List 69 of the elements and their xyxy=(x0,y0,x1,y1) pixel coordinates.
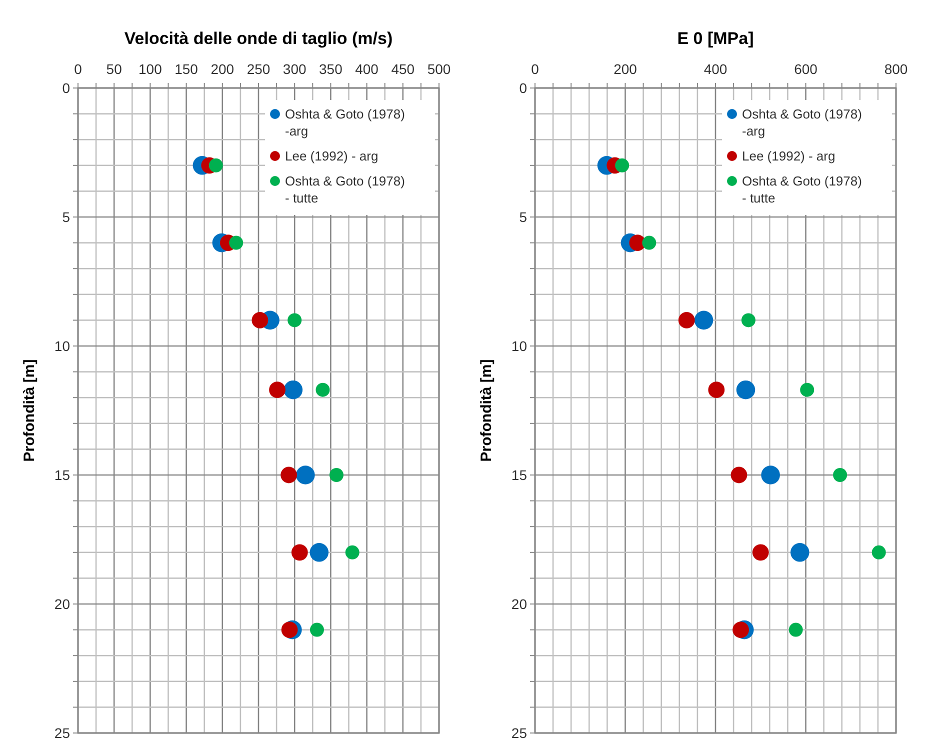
x-tick-label: 250 xyxy=(246,61,270,77)
point xyxy=(872,545,886,560)
point xyxy=(615,158,630,172)
y-tick-label: 10 xyxy=(511,338,528,354)
point xyxy=(790,543,810,562)
y-tick-label: 5 xyxy=(519,208,528,225)
legend-label: Oshta & Goto (1978) -arg xyxy=(285,106,405,139)
point xyxy=(345,545,360,560)
x-tick-label: 400 xyxy=(704,61,728,77)
x-tick-label: 400 xyxy=(355,61,379,77)
point xyxy=(730,466,748,484)
legend-label: Oshta & Goto (1978) - tutte xyxy=(285,174,405,206)
point xyxy=(288,313,302,328)
point xyxy=(310,622,324,637)
chart-title: E 0 [MPa] xyxy=(677,29,754,48)
x-tick-label: 600 xyxy=(794,61,818,77)
y-tick-label: 20 xyxy=(54,596,70,612)
y-tick-label: 0 xyxy=(62,80,70,96)
y-tick-label: 15 xyxy=(54,466,70,483)
point xyxy=(708,382,725,398)
legend-label: Lee (1992) - arg xyxy=(285,148,378,164)
legend-label: Oshta & Goto (1978) -arg xyxy=(742,106,862,139)
point xyxy=(694,310,714,330)
point xyxy=(229,236,244,250)
point xyxy=(741,313,756,328)
point xyxy=(280,466,298,484)
point xyxy=(761,466,780,484)
x-tick-label: 200 xyxy=(614,61,638,77)
point xyxy=(642,236,656,250)
x-tick-label: 800 xyxy=(884,61,908,77)
y-axis-title: Profondità [m] xyxy=(478,359,495,462)
point xyxy=(316,382,330,397)
y-tick-label: 15 xyxy=(511,466,528,483)
legend-label: Oshta & Goto (1978) - tutte xyxy=(742,174,862,206)
y-tick-label: 5 xyxy=(62,208,70,225)
x-tick-label: 150 xyxy=(174,61,198,77)
point xyxy=(310,543,329,562)
point xyxy=(678,312,695,328)
point xyxy=(800,382,814,397)
point xyxy=(269,382,286,398)
y-tick-label: 10 xyxy=(54,338,70,354)
x-tick-label: 450 xyxy=(391,61,415,77)
point xyxy=(284,380,303,400)
y-tick-label: 0 xyxy=(519,80,528,96)
point xyxy=(252,312,268,328)
y-tick-label: 25 xyxy=(54,724,70,741)
x-tick-label: 50 xyxy=(106,61,122,77)
y-axis-title: Profondità [m] xyxy=(21,359,38,462)
point xyxy=(291,544,308,561)
point xyxy=(788,622,803,637)
x-tick-label: 200 xyxy=(210,61,234,77)
point xyxy=(329,468,344,482)
x-tick-label: 300 xyxy=(282,61,306,77)
point xyxy=(281,622,298,638)
chart-title: Velocità delle onde di taglio (m/s) xyxy=(124,29,393,48)
x-tick-label: 500 xyxy=(427,61,451,77)
x-tick-label: 100 xyxy=(138,61,162,77)
y-tick-label: 20 xyxy=(511,596,528,612)
point xyxy=(208,158,223,172)
legend-label: Lee (1992) - arg xyxy=(742,148,836,164)
x-tick-label: 0 xyxy=(531,61,540,77)
y-tick-label: 25 xyxy=(511,724,528,741)
point xyxy=(752,544,769,561)
point xyxy=(736,380,756,400)
point xyxy=(296,466,315,484)
point xyxy=(732,622,749,638)
x-tick-label: 0 xyxy=(74,61,82,77)
x-tick-label: 350 xyxy=(319,61,343,77)
point xyxy=(833,468,848,482)
